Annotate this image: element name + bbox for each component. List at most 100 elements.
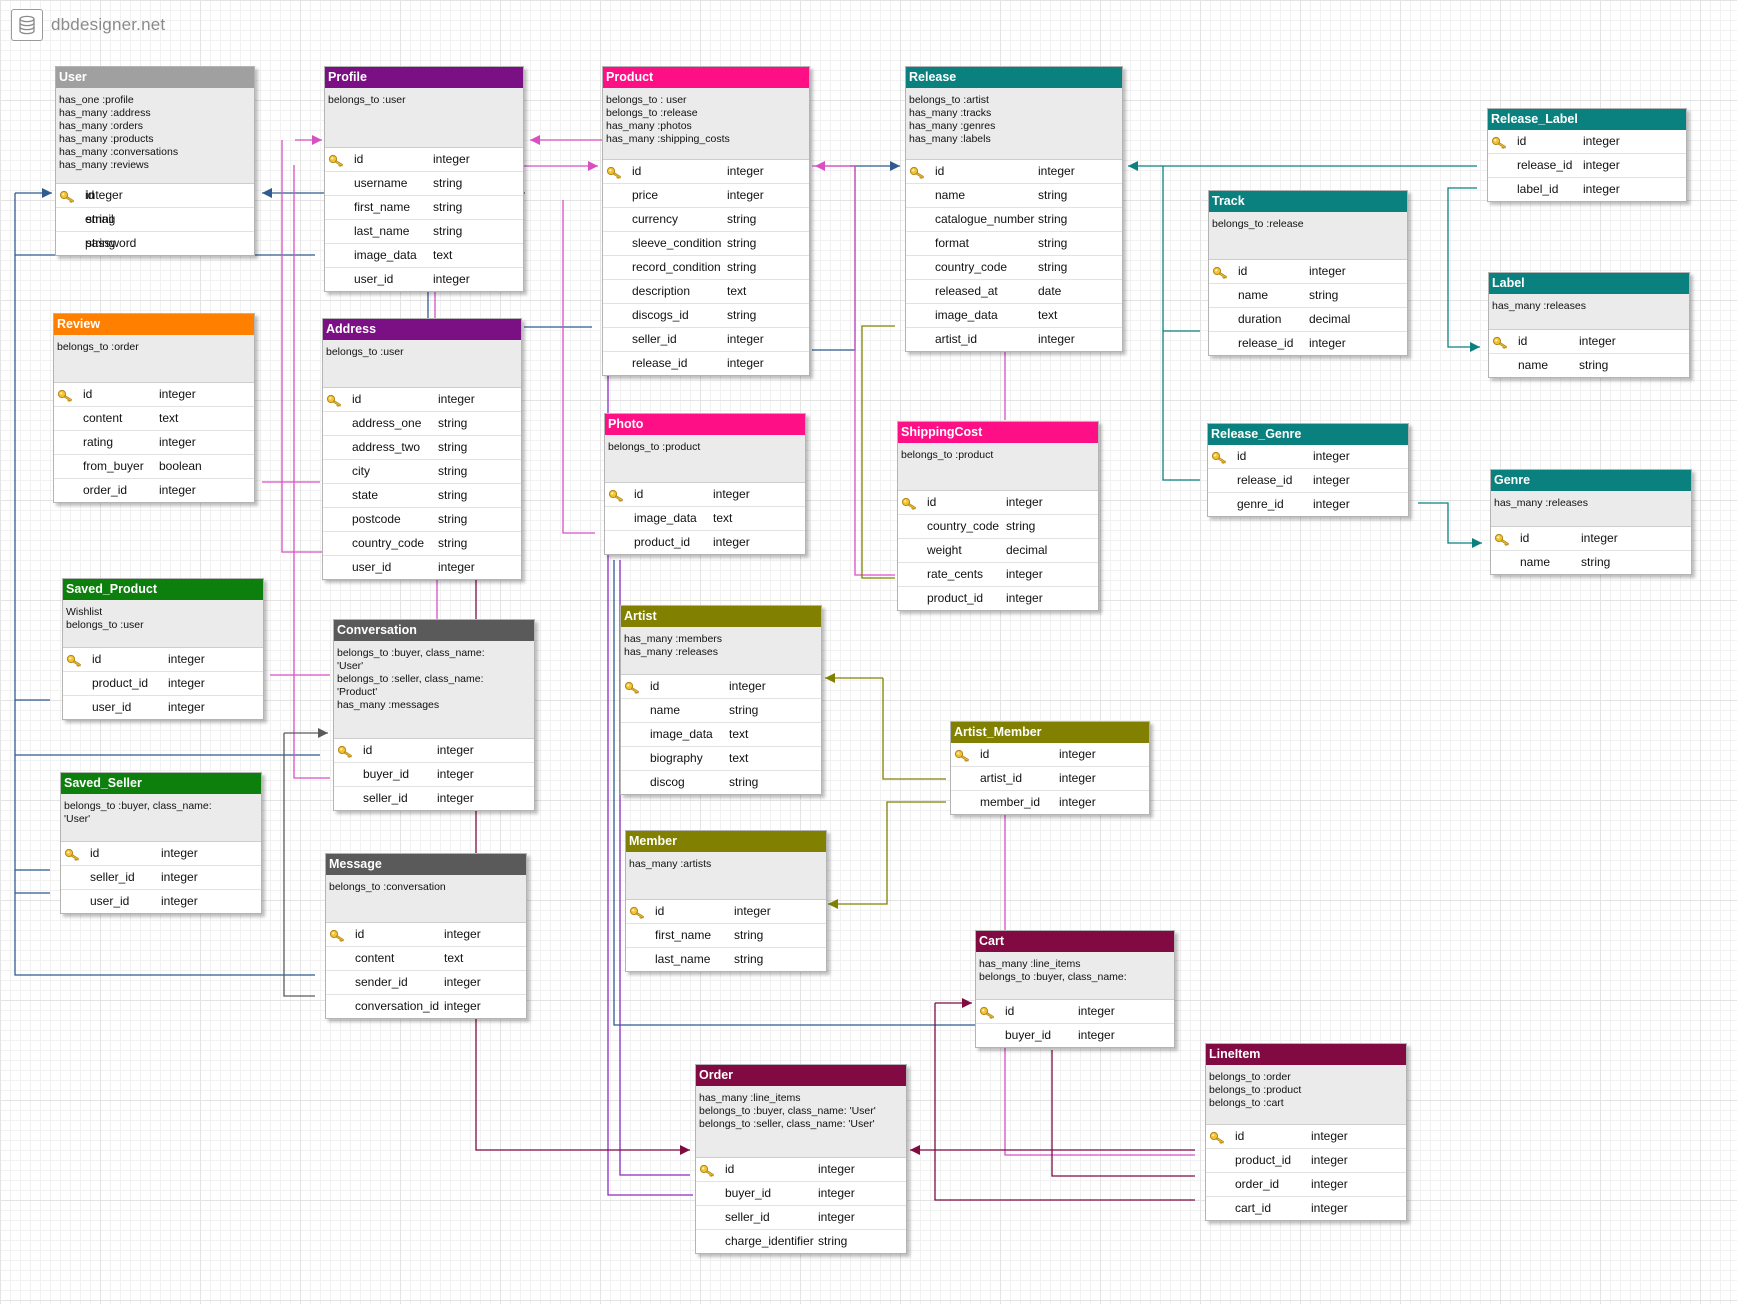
table-title[interactable]: Genre xyxy=(1491,470,1691,491)
field-row[interactable]: order_id integer xyxy=(54,479,254,502)
field-row[interactable]: id integer xyxy=(626,900,826,924)
field-row[interactable]: image_data text xyxy=(621,723,821,747)
table-title[interactable]: Address xyxy=(323,319,521,340)
table-title[interactable]: Release_Label xyxy=(1488,109,1686,130)
field-row[interactable]: content text xyxy=(54,407,254,431)
field-row[interactable]: last_name string xyxy=(626,948,826,971)
field-row[interactable]: password string xyxy=(56,232,254,255)
field-row[interactable]: country_code string xyxy=(898,515,1098,539)
table-title[interactable]: LineItem xyxy=(1206,1044,1406,1065)
table-lineitem[interactable]: LineItem belongs_to :order belongs_to :pr… xyxy=(1205,1043,1407,1221)
table-title[interactable]: Track xyxy=(1209,191,1407,212)
table-title[interactable]: Release_Genre xyxy=(1208,424,1408,445)
table-saved-product[interactable]: Saved_Product Wishlist belongs_to :user id… xyxy=(62,578,264,720)
table-release-genre[interactable]: Release_Genre id integer release_id integer g… xyxy=(1207,423,1409,517)
field-row[interactable]: content text xyxy=(326,947,526,971)
field-row[interactable]: name string xyxy=(621,699,821,723)
field-row[interactable]: biography text xyxy=(621,747,821,771)
table-saved-seller[interactable]: Saved_Seller belongs_to :buyer, class_nam… xyxy=(60,772,262,914)
field-row[interactable]: id integer xyxy=(1208,445,1408,469)
field-row[interactable]: catalogue_number string xyxy=(906,208,1122,232)
field-row[interactable]: postcode string xyxy=(323,508,521,532)
table-shippingcost[interactable]: ShippingCost belongs_to :product id integer… xyxy=(897,421,1099,611)
table-title[interactable]: Message xyxy=(326,854,526,875)
table-address[interactable]: Address belongs_to :user id integer address_… xyxy=(322,318,522,580)
field-row[interactable]: address_one string xyxy=(323,412,521,436)
field-row[interactable]: duration decimal xyxy=(1209,308,1407,332)
field-row[interactable]: user_id integer xyxy=(61,890,261,913)
field-row[interactable]: name string xyxy=(906,184,1122,208)
table-title[interactable]: Cart xyxy=(976,931,1174,952)
table-title[interactable]: User xyxy=(56,67,254,88)
table-order[interactable]: Order has_many :line_items belongs_to :bu… xyxy=(695,1064,907,1254)
field-row[interactable]: image_data text xyxy=(906,304,1122,328)
field-row[interactable]: id integer xyxy=(1488,130,1686,154)
table-cart[interactable]: Cart has_many :line_items belongs_to :buy… xyxy=(975,930,1175,1048)
table-user[interactable]: User has_one :profile has_many :address h… xyxy=(55,66,255,256)
field-row[interactable]: first_name string xyxy=(626,924,826,948)
field-row[interactable]: id integer xyxy=(605,483,805,507)
field-row[interactable]: id integer xyxy=(326,923,526,947)
table-product[interactable]: Product belongs_to : user belongs_to :rel… xyxy=(602,66,810,376)
table-conversation[interactable]: Conversation belongs_to :buyer, class_nam… xyxy=(333,619,535,811)
table-review[interactable]: Review belongs_to :order id integer content t… xyxy=(53,313,255,503)
field-row[interactable]: cart_id integer xyxy=(1206,1197,1406,1220)
table-title[interactable]: ShippingCost xyxy=(898,422,1098,443)
field-row[interactable]: genre_id integer xyxy=(1208,493,1408,516)
field-row[interactable]: name string xyxy=(1489,354,1689,377)
field-row[interactable]: country_code string xyxy=(906,256,1122,280)
field-row[interactable]: order_id integer xyxy=(1206,1173,1406,1197)
field-row[interactable]: id integer xyxy=(1491,527,1691,551)
field-row[interactable]: release_id integer xyxy=(603,352,809,375)
field-row[interactable]: id integer xyxy=(898,491,1098,515)
table-title[interactable]: Saved_Product xyxy=(63,579,263,600)
table-title[interactable]: Saved_Seller xyxy=(61,773,261,794)
table-title[interactable]: Release xyxy=(906,67,1122,88)
field-row[interactable]: member_id integer xyxy=(951,791,1149,814)
table-title[interactable]: Artist_Member xyxy=(951,722,1149,743)
table-track[interactable]: Track belongs_to :release id integer name str… xyxy=(1208,190,1408,356)
table-message[interactable]: Message belongs_to :conversation id integer… xyxy=(325,853,527,1019)
field-row[interactable]: image_data text xyxy=(325,244,523,268)
table-title[interactable]: Label xyxy=(1489,273,1689,294)
field-row[interactable]: charge_identifier string xyxy=(696,1230,906,1253)
field-row[interactable]: description text xyxy=(603,280,809,304)
field-row[interactable]: sleeve_condition string xyxy=(603,232,809,256)
field-row[interactable]: city string xyxy=(323,460,521,484)
table-title[interactable]: Member xyxy=(626,831,826,852)
field-row[interactable]: id integer xyxy=(334,739,534,763)
field-row[interactable]: first_name string xyxy=(325,196,523,220)
field-row[interactable]: sender_id integer xyxy=(326,971,526,995)
field-row[interactable]: record_condition string xyxy=(603,256,809,280)
table-profile[interactable]: Profile belongs_to :user id integer username… xyxy=(324,66,524,292)
field-row[interactable]: image_data text xyxy=(605,507,805,531)
field-row[interactable]: id integer xyxy=(325,148,523,172)
field-row[interactable]: artist_id integer xyxy=(906,328,1122,351)
field-row[interactable]: buyer_id integer xyxy=(334,763,534,787)
field-row[interactable]: country_code string xyxy=(323,532,521,556)
field-row[interactable]: discog string xyxy=(621,771,821,794)
field-row[interactable]: user_id integer xyxy=(63,696,263,719)
field-row[interactable]: seller_id integer xyxy=(696,1206,906,1230)
field-row[interactable]: last_name string xyxy=(325,220,523,244)
field-row[interactable]: release_id integer xyxy=(1208,469,1408,493)
field-row[interactable]: name string xyxy=(1209,284,1407,308)
table-member[interactable]: Member has_many :artists id integer first_na… xyxy=(625,830,827,972)
table-label[interactable]: Label has_many :releases id integer name stri… xyxy=(1488,272,1690,378)
field-row[interactable]: id integer xyxy=(621,675,821,699)
table-title[interactable]: Artist xyxy=(621,606,821,627)
field-row[interactable]: user_id integer xyxy=(325,268,523,291)
field-row[interactable]: user_id integer xyxy=(323,556,521,579)
field-row[interactable]: id integer xyxy=(1209,260,1407,284)
table-title[interactable]: Profile xyxy=(325,67,523,88)
field-row[interactable]: state string xyxy=(323,484,521,508)
field-row[interactable]: seller_id integer xyxy=(603,328,809,352)
field-row[interactable]: release_id integer xyxy=(1209,332,1407,355)
field-row[interactable]: id integer xyxy=(56,184,254,208)
table-title[interactable]: Photo xyxy=(605,414,805,435)
table-title[interactable]: Review xyxy=(54,314,254,335)
table-genre[interactable]: Genre has_many :releases id integer name stri… xyxy=(1490,469,1692,575)
table-title[interactable]: Product xyxy=(603,67,809,88)
field-row[interactable]: seller_id integer xyxy=(61,866,261,890)
